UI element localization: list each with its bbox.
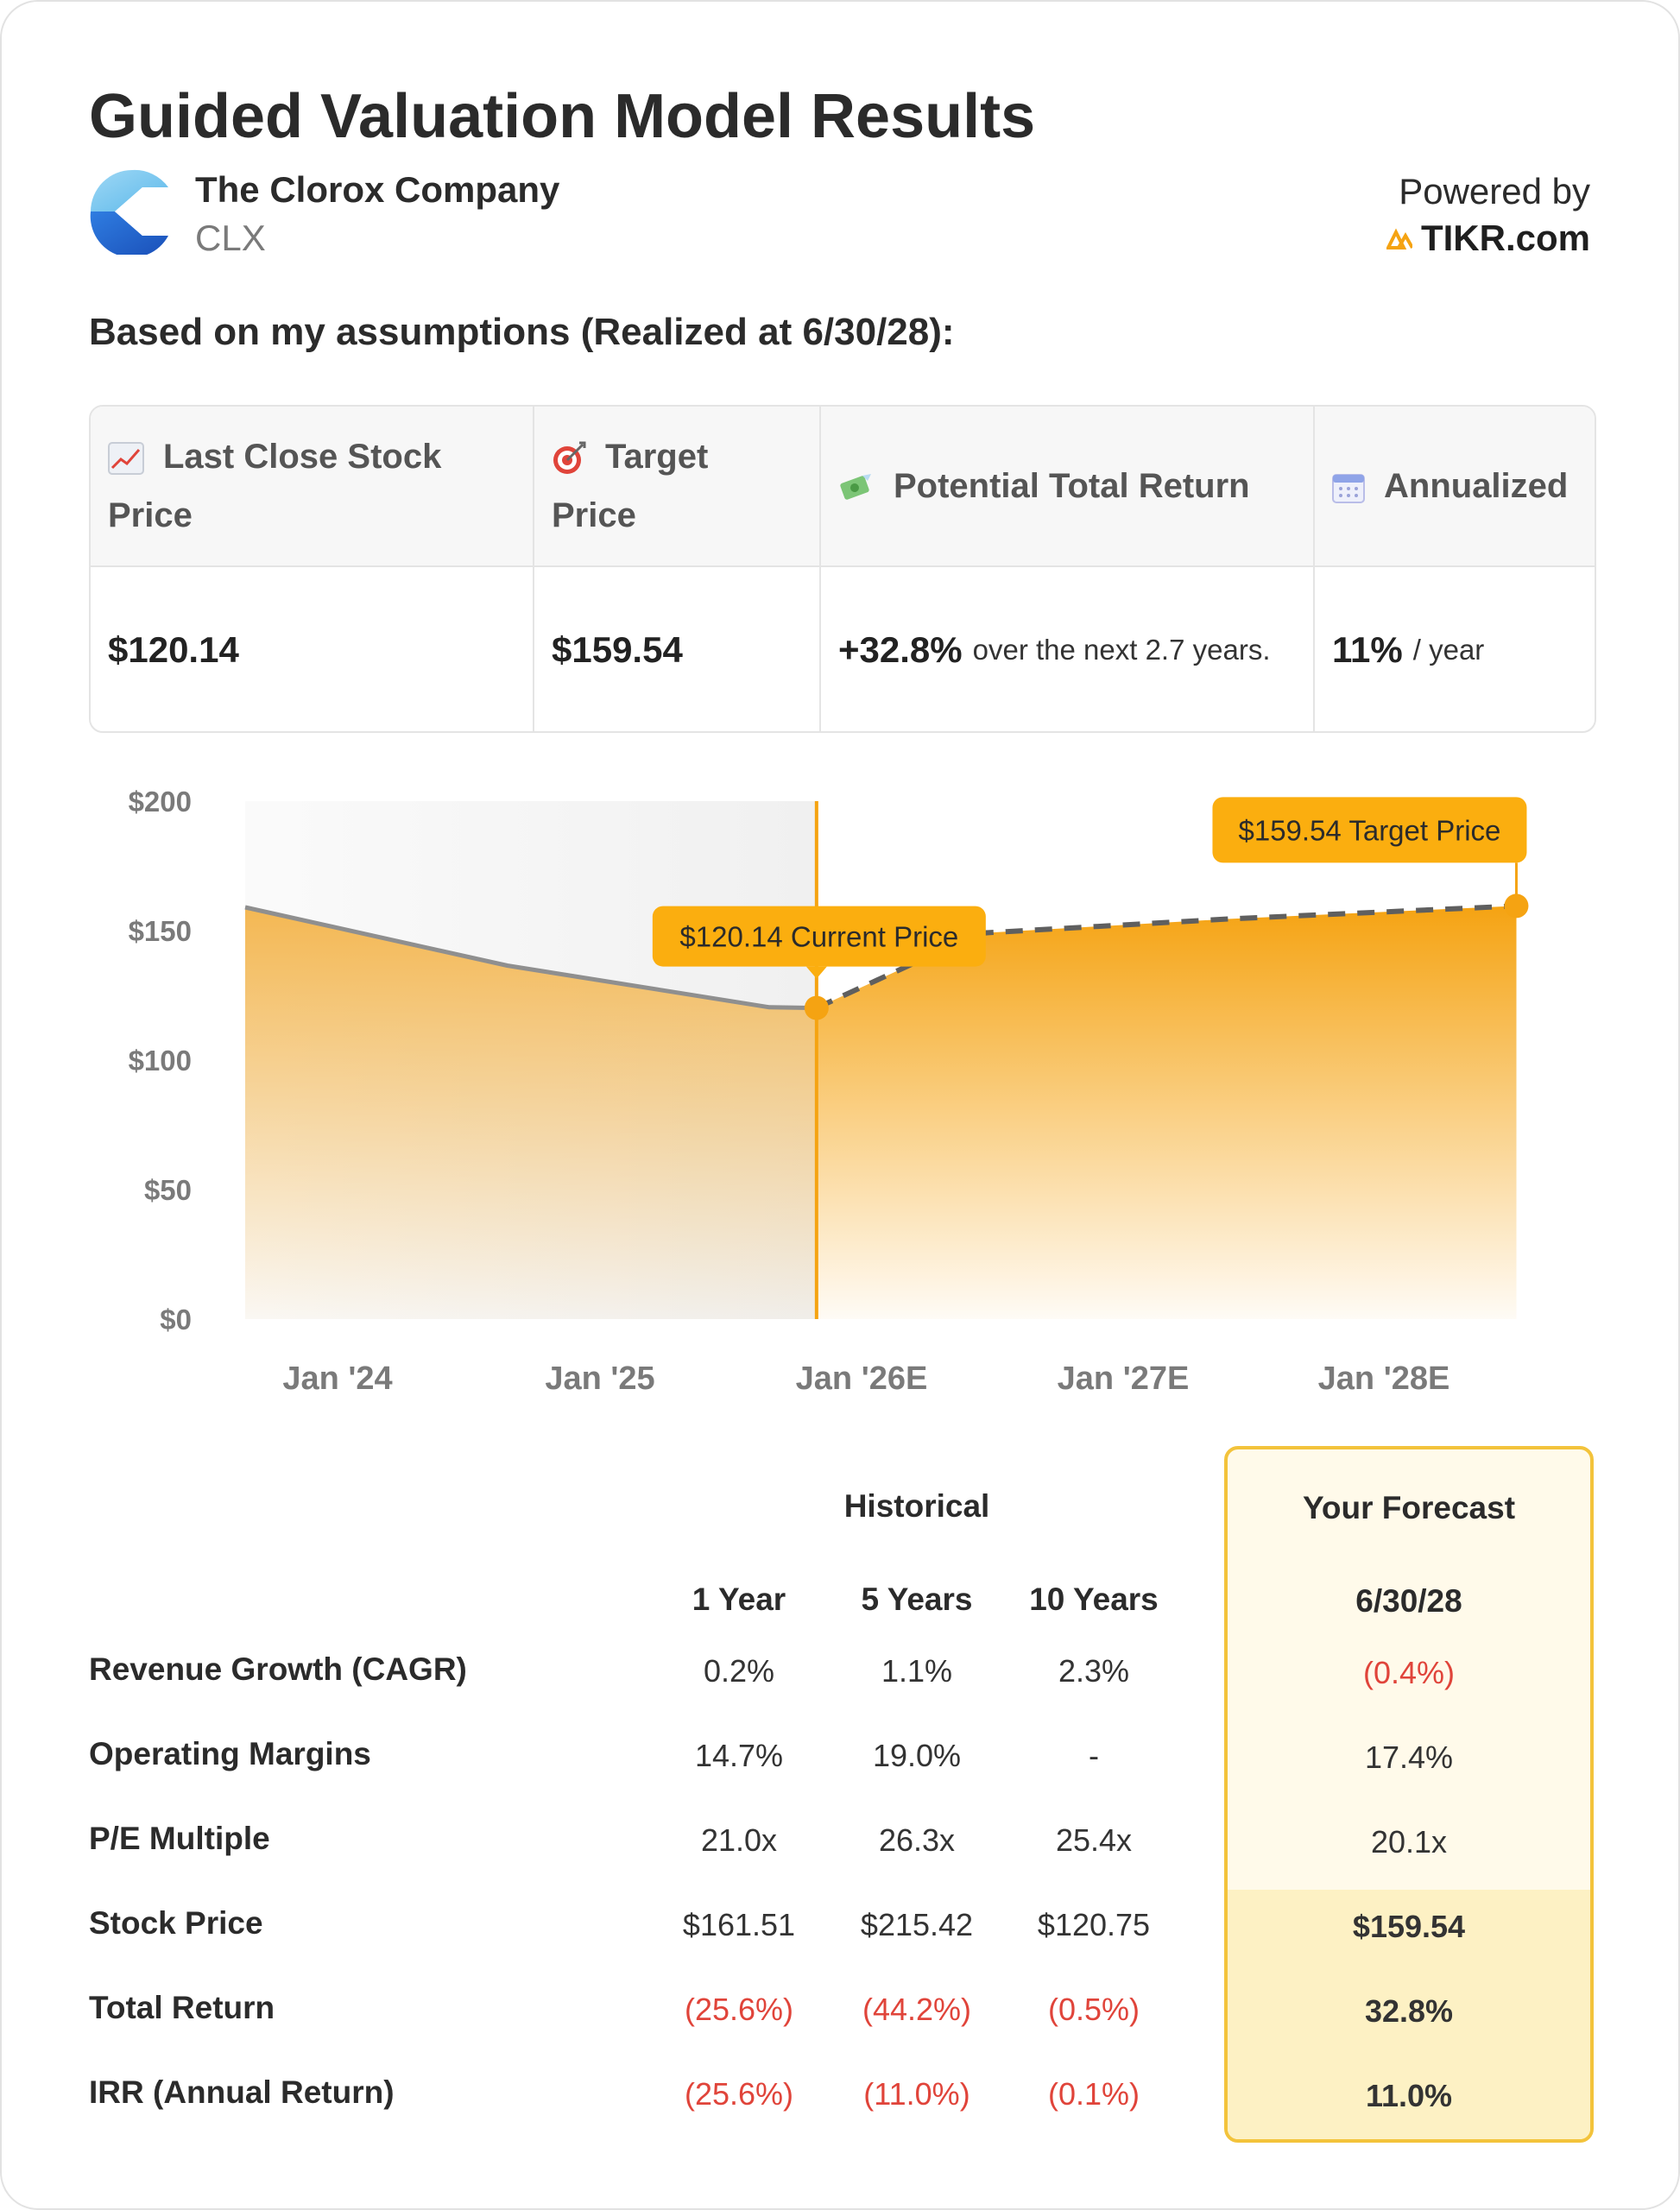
clorox-logo-icon [90,169,168,255]
metric-row-label: Stock Price [89,1905,263,1941]
page-title: Guided Valuation Model Results [89,82,1036,151]
y-tick-label: $0 [160,1304,192,1335]
y-tick-label: $200 [129,786,192,818]
forecast-panel [1224,1446,1594,2143]
metric-cell: 21.0x [700,1822,778,1858]
return-value: +32.8% [838,629,963,670]
forecast-cell: (0.4%) [1362,1655,1456,1690]
target-cell: $159.54 [534,569,819,731]
metric-cell: $215.42 [860,1907,974,1942]
metric-cell: - [1089,1738,1099,1773]
x-tick-label: Jan '26E [796,1361,928,1397]
summary-col-return: Potential Total Return +32.8% over the n… [821,407,1315,731]
y-tick-label: $50 [144,1174,192,1206]
metric-row-label: IRR (Annual Return) [89,2074,395,2110]
target-label: Target Price [552,438,709,534]
col-forecast-date: 6/30/28 [1355,1583,1462,1619]
chart-increasing-icon [108,442,144,476]
target-value: $159.54 [552,629,683,670]
x-tick-label: Jan '27E [1058,1361,1190,1397]
forecast-cell: 17.4% [1364,1740,1454,1775]
col-1-year: 1 Year [692,1582,786,1617]
current-price-dot[interactable] [804,995,829,1020]
metric-cell: $120.75 [1037,1907,1151,1942]
assumptions-heading: Based on my assumptions (Realized at 6/3… [89,311,955,353]
summary-col-target: Target Price $159.54 [534,407,821,731]
metric-row-label: Total Return [89,1990,275,2025]
x-axis: Jan '24 Jan '25 Jan '26E Jan '27E Jan '28E [282,1361,1449,1397]
current-price-tooltip: $120.14 Current Price [652,906,986,979]
metric-cell: (11.0%) [863,2076,970,2112]
col-10-years: 10 Years [1029,1582,1159,1617]
forecast-area [816,906,1517,1319]
metrics-table: Historical Your Forecast 1 Year 5 Years … [2,1435,1680,2143]
target-header: Target Price [534,407,819,567]
company-name: The Clorox Company [195,169,560,210]
metric-row-label: P/E Multiple [89,1821,270,1856]
target-price-dot[interactable] [1504,893,1529,919]
money-wings-icon [840,474,871,501]
x-tick-label: Jan '25 [545,1361,654,1397]
historical-line [244,905,817,1011]
return-header: Potential Total Return [821,407,1313,567]
forecast-cell: 32.8% [1364,1993,1454,2029]
powered-by-label: Powered by [1399,171,1590,212]
y-tick-label: $100 [129,1045,192,1077]
forecast-panel-highlight [1228,1890,1590,2139]
summary-col-last-close: Last Close Stock Price $120.14 [91,407,534,731]
metric-cell: 1.1% [881,1653,953,1689]
historical-area [245,907,817,1319]
tikr-brand[interactable]: TIKR.com [1386,218,1590,259]
last-close-value: $120.14 [108,629,239,670]
current-price-label: $120.14 Current Price [679,921,958,953]
metric-cell: 2.3% [1058,1653,1130,1689]
forecast-cell: 20.1x [1370,1824,1448,1860]
col-5-years: 5 Years [861,1582,973,1617]
summary-col-annualized: Annualized 11% / year [1315,407,1595,731]
target-dart-icon [553,441,586,475]
return-label: Potential Total Return [894,467,1250,505]
metric-row-label: Revenue Growth (CAGR) [89,1651,467,1687]
summary-table: Last Close Stock Price $120.14 Target Pr… [89,405,1596,733]
annualized-header: Annualized [1315,407,1595,567]
return-cell: +32.8% over the next 2.7 years. [821,569,1313,731]
return-note: over the next 2.7 years. [972,634,1271,666]
annualized-cell: 11% / year [1315,569,1595,731]
metric-cell: 0.2% [703,1653,775,1689]
metric-cell: (44.2%) [862,1992,972,2027]
metric-cell: 14.7% [694,1738,784,1773]
metric-cell: 26.3x [878,1822,956,1858]
x-tick-label: Jan '24 [282,1361,392,1397]
tikr-brand-text: TIKR.com [1420,218,1590,258]
metric-cell: (25.6%) [684,2076,794,2112]
metric-cell: (25.6%) [684,1992,794,2027]
calendar-icon [1332,474,1365,504]
annualized-unit: / year [1412,634,1485,666]
tikr-logo-icon [1386,228,1412,249]
forecast-cell: 11.0% [1365,2078,1453,2113]
target-price-tooltip: $159.54 Target Price [1212,797,1527,863]
y-axis: $0 $50 $100 $150 $200 [129,786,192,1335]
forecast-cell: $159.54 [1352,1909,1466,1944]
last-close-header: Last Close Stock Price [91,407,533,567]
x-tick-label: Jan '28E [1318,1361,1450,1397]
metric-cell: (0.5%) [1047,1992,1140,2027]
metric-cell: (0.1%) [1047,2076,1140,2112]
metric-cell: 25.4x [1055,1822,1133,1858]
metric-cell: $161.51 [682,1907,796,1942]
ticker-symbol: CLX [195,218,266,258]
forecast-dashed-line [815,903,1517,1011]
annualized-label: Annualized [1384,467,1569,505]
metric-cell: 19.0% [872,1738,962,1773]
last-close-cell: $120.14 [91,569,533,731]
last-close-label: Last Close Stock Price [108,438,442,534]
price-chart: $0 $50 $100 $150 $200 Jan '24 Jan '25 Jan '26E… [129,786,1529,1397]
metric-row-label: Operating Margins [89,1736,371,1771]
y-tick-label: $150 [129,915,192,947]
historical-heading: Historical [843,1488,990,1524]
forecast-heading: Your Forecast [1302,1490,1516,1525]
target-price-label: $159.54 Target Price [1238,814,1500,846]
annualized-value: 11% [1332,629,1403,670]
